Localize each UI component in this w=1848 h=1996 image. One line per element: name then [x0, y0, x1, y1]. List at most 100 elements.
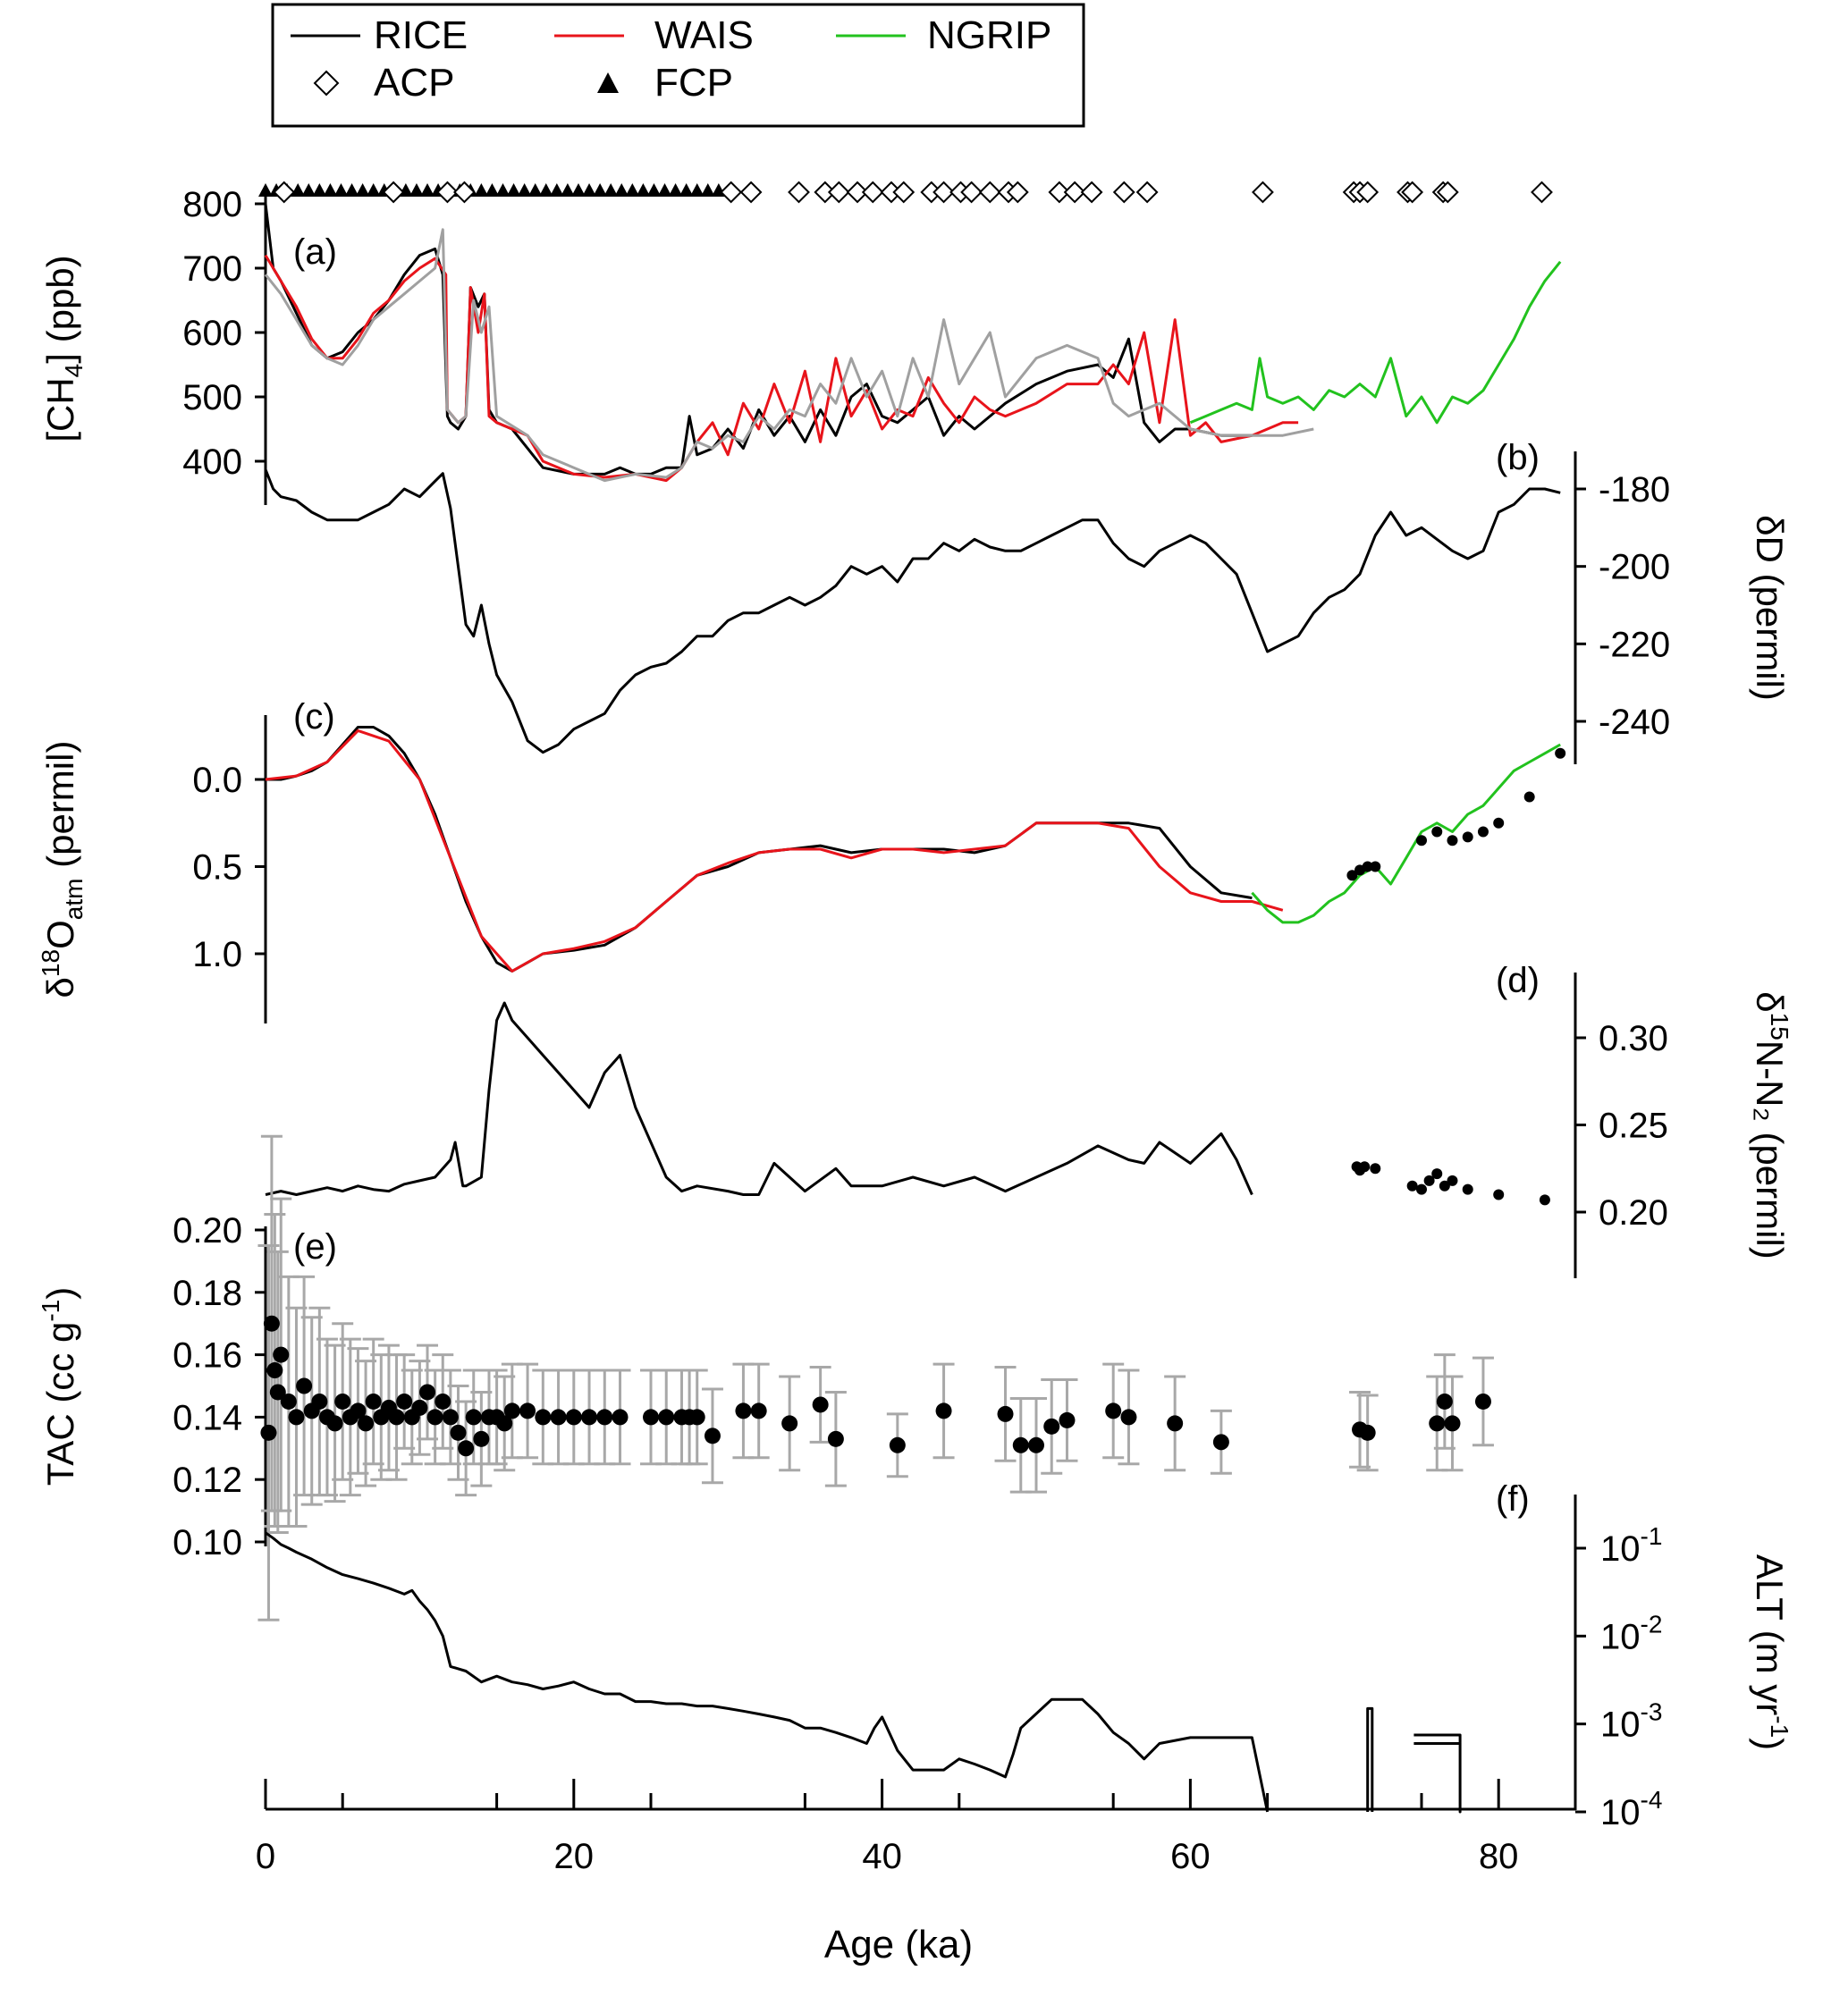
data-point [273, 1346, 290, 1363]
data-point [935, 1402, 952, 1419]
y-tick-label-e: 0.16 [173, 1336, 242, 1376]
fcp-marker [291, 183, 306, 197]
data-point [612, 1409, 629, 1426]
y-axis-label-c: δ18Oatm (permil) [37, 741, 88, 998]
y-tick-label-f: 10-4 [1600, 1786, 1662, 1832]
series-ngrip-c [1251, 743, 1561, 924]
data-point [1105, 1402, 1122, 1419]
fcp-marker [366, 183, 381, 197]
fcp-marker [474, 183, 489, 197]
data-point [296, 1377, 313, 1394]
x-tick-label: 80 [1479, 1837, 1519, 1876]
data-point [735, 1402, 752, 1419]
acp-marker [892, 181, 916, 204]
y-tick-label-c: 1.0 [192, 935, 242, 974]
series-rice-78ka-f [1366, 1706, 1374, 1812]
acp-marker [720, 181, 743, 204]
data-point [326, 1415, 343, 1432]
data-point [596, 1409, 613, 1426]
data-point [266, 1362, 283, 1379]
fcp-marker [344, 183, 359, 197]
y-label-part: [CH [39, 377, 81, 442]
fcp-marker [582, 183, 597, 197]
y-tick-label-d: 0.30 [1599, 1019, 1668, 1058]
series-wais-a [264, 254, 1299, 483]
data-point [550, 1409, 567, 1426]
panel-e: 0.10 0.12 0.14 0.16 0.18 0.20 (e) TAC (cc g-1) [37, 1134, 1494, 1621]
legend-label-fcp: FCP [654, 61, 733, 105]
y-tick-label-c: 0.5 [192, 848, 242, 888]
data-point [269, 1384, 286, 1401]
fcp-marker [409, 183, 424, 197]
legend: RICE WAIS NGRIP ACP FCP [271, 3, 1085, 128]
data-point [1539, 1194, 1550, 1206]
fcp-marker [517, 183, 532, 197]
acp-marker [1436, 181, 1459, 204]
fcp-marker [700, 183, 715, 197]
data-point [442, 1409, 459, 1426]
y-tick-label-b: -220 [1599, 625, 1670, 664]
data-point [1523, 791, 1535, 803]
y-label-part: δD (permil) [1749, 515, 1791, 701]
data-point [1416, 1183, 1427, 1195]
data-point [1462, 831, 1473, 843]
acp-marker [932, 181, 955, 204]
data-point [263, 1315, 280, 1332]
data-point [1447, 835, 1458, 846]
panel-d: 0.20 0.25 0.30 (d) δ15N-N₂ (permil) [265, 961, 1793, 1278]
data-point [1431, 1168, 1443, 1180]
acp-marker [1112, 181, 1135, 204]
y-tick-label-a: 400 [182, 442, 242, 482]
series-rice-c [266, 726, 1253, 973]
tick-base: 10 [1600, 1793, 1641, 1832]
fcp-marker [549, 183, 564, 197]
y-label-part: 4 [60, 364, 88, 378]
data-point [280, 1393, 297, 1410]
fcp-marker [506, 183, 521, 197]
x-tick-label: 0 [256, 1837, 275, 1876]
y-axis-label-a: [CH4] (ppb) [39, 255, 88, 442]
y-label-part: -1 [37, 1300, 64, 1322]
fcp-marker [689, 183, 705, 197]
data-point [997, 1405, 1014, 1422]
data-point [581, 1409, 598, 1426]
x-tick-label: 20 [554, 1837, 595, 1876]
data-point [358, 1415, 375, 1432]
y-tick-label-b: -180 [1599, 470, 1670, 510]
y-tick-label-e: 0.10 [173, 1523, 242, 1562]
panel-tag-b: (b) [1496, 438, 1540, 477]
data-point [388, 1409, 405, 1426]
y-tick-label-c: 0.0 [192, 761, 242, 800]
y-label-part: (permil) [39, 741, 81, 879]
y-tick-label-b: -200 [1599, 548, 1670, 587]
fcp-marker [420, 183, 435, 197]
y-tick-label-e: 0.12 [173, 1461, 242, 1500]
data-point [1370, 1163, 1381, 1175]
data-point [1059, 1411, 1076, 1428]
data-point [334, 1393, 351, 1410]
y-label-part: ] (ppb) [39, 255, 81, 363]
data-point [458, 1440, 475, 1457]
fcp-marker [636, 183, 651, 197]
data-point [1447, 1175, 1458, 1186]
panel-tag-f: (f) [1496, 1479, 1530, 1519]
data-point [365, 1393, 382, 1410]
data-point [1429, 1415, 1446, 1432]
data-point [1028, 1436, 1044, 1453]
y-tick-label-f: 10-3 [1600, 1698, 1662, 1745]
data-point [812, 1396, 829, 1413]
y-tick-label-e: 0.20 [173, 1211, 242, 1251]
acp-marker [1080, 181, 1103, 204]
tick-base: 10 [1600, 1617, 1641, 1656]
y-label-part: δ [39, 977, 81, 998]
data-point [658, 1409, 675, 1426]
data-point [411, 1399, 428, 1416]
fcp-marker [560, 183, 575, 197]
y-label-part: 18 [37, 949, 64, 977]
y-label-part: 15 [1766, 1013, 1793, 1040]
tick-exp: -1 [1641, 1522, 1663, 1550]
acp-marker [1063, 181, 1086, 204]
data-point [1370, 861, 1381, 872]
acp-marker [1531, 181, 1553, 204]
data-point [1493, 817, 1505, 829]
